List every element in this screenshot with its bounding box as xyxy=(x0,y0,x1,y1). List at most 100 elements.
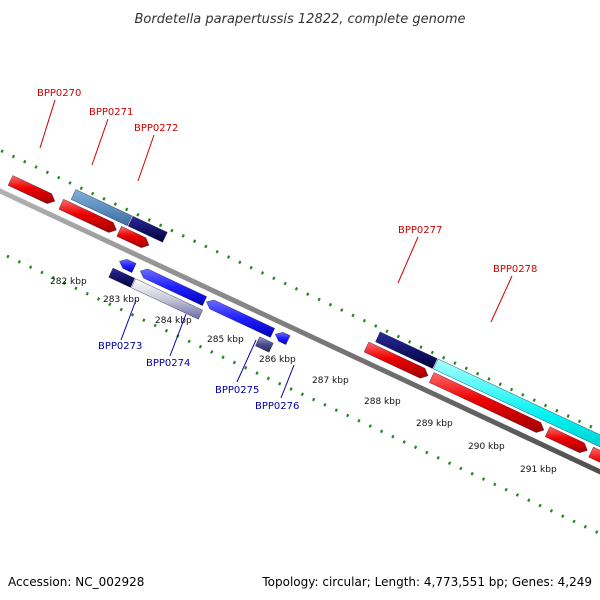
forward-tick-track-minor-tick xyxy=(34,165,38,169)
forward-tick-track-minor-tick xyxy=(453,361,457,365)
forward-tick-track-minor-tick xyxy=(272,276,276,281)
forward-gene-bpp0271 xyxy=(70,189,133,226)
forward-tick-track-minor-tick xyxy=(543,403,548,408)
reverse-tick-track-minor-tick xyxy=(561,514,565,518)
gene-callout-line xyxy=(490,275,513,323)
forward-tick-track-minor-tick xyxy=(385,329,389,334)
reverse-tick-track-minor-tick xyxy=(232,360,237,365)
forward-tick-track-minor-tick xyxy=(113,202,117,206)
reverse-gene-arrow xyxy=(119,259,137,273)
forward-tick-track-minor-tick xyxy=(374,324,378,328)
tick-label: 283 kbp xyxy=(103,295,140,305)
forward-gene-arrow xyxy=(429,372,545,433)
forward-tick-track-minor-tick xyxy=(498,382,502,387)
forward-tick-track-minor-tick xyxy=(408,340,412,344)
reverse-gene-bpp0276 xyxy=(255,336,274,353)
reverse-tick-track-minor-tick xyxy=(187,339,191,344)
reverse-tick-track-minor-tick xyxy=(119,307,123,312)
forward-tick-track-minor-tick xyxy=(317,297,321,302)
reverse-tick-track-minor-tick xyxy=(289,387,293,391)
reverse-tick-track-minor-tick xyxy=(436,456,440,460)
forward-tick-track-minor-tick xyxy=(23,159,27,164)
gene-label: BPP0277 xyxy=(398,225,442,236)
forward-tick-track-minor-tick xyxy=(204,244,208,249)
reverse-tick-track-minor-tick xyxy=(538,503,542,508)
tick-label: 282 kbp xyxy=(50,277,87,287)
forward-tick-track-minor-tick xyxy=(215,249,219,254)
gene-label: BPP0274 xyxy=(146,358,190,369)
forward-tick-track-minor-tick xyxy=(442,355,446,360)
reverse-tick-track-minor-tick xyxy=(153,323,157,328)
forward-tick-track-minor-tick xyxy=(419,345,423,349)
reverse-tick-track-minor-tick xyxy=(572,519,576,524)
forward-tick-track-minor-tick xyxy=(577,419,582,424)
forward-tick-track-minor-tick xyxy=(328,302,333,307)
reverse-gene-arrow xyxy=(275,331,291,345)
reverse-tick-track-minor-tick xyxy=(51,275,55,280)
forward-tick-track-minor-tick xyxy=(351,313,355,318)
forward-tick-track-minor-tick xyxy=(136,212,140,217)
reverse-gene-bpp0273 xyxy=(108,267,135,288)
reverse-tick-track-minor-tick xyxy=(266,376,270,381)
reverse-tick-track-minor-tick xyxy=(244,365,248,370)
reverse-tick-track-minor-tick xyxy=(198,344,203,349)
reverse-tick-track-minor-tick xyxy=(142,318,146,322)
forward-tick-track-minor-tick xyxy=(260,271,265,275)
forward-tick-track-minor-tick xyxy=(68,181,72,185)
forward-tick-track-minor-tick xyxy=(79,186,83,191)
reverse-tick-track-minor-tick xyxy=(108,302,112,307)
reverse-tick-track-minor-tick xyxy=(164,328,169,333)
reverse-tick-track-minor-tick xyxy=(85,291,89,296)
reverse-tick-track-minor-tick xyxy=(493,482,497,487)
forward-tick-track-minor-tick xyxy=(0,149,4,153)
reverse-tick-track-minor-tick xyxy=(62,281,67,285)
forward-tick-track-minor-tick xyxy=(170,228,174,233)
forward-tick-track-minor-tick xyxy=(396,334,400,339)
gene-label: BPP0275 xyxy=(215,385,259,396)
forward-tick-track-minor-tick xyxy=(464,366,468,371)
forward-tick-track-minor-tick xyxy=(11,154,16,159)
gene-label: BPP0272 xyxy=(134,123,178,134)
reverse-tick-track-minor-tick xyxy=(278,381,282,386)
forward-gene-bpp0277 xyxy=(375,331,438,369)
reverse-tick-track-minor-tick xyxy=(425,450,429,455)
reverse-tick-track-minor-tick xyxy=(130,313,135,317)
reverse-tick-track-minor-tick xyxy=(255,371,259,375)
forward-tick-track-minor-tick xyxy=(430,350,434,355)
genome-title: Bordetella parapertussis 12822, complete… xyxy=(135,12,466,27)
forward-gene-bpp0272 xyxy=(127,215,168,243)
gene-label: BPP0273 xyxy=(98,341,142,352)
reverse-tick-track-minor-tick xyxy=(40,270,44,275)
reverse-tick-track-minor-tick xyxy=(527,498,531,503)
forward-tick-track-minor-tick xyxy=(509,387,514,392)
reverse-tick-track-minor-tick xyxy=(549,509,554,513)
tick-label: 286 kbp xyxy=(259,355,296,365)
tick-label: 287 kbp xyxy=(312,376,349,386)
reverse-tick-track-minor-tick xyxy=(459,466,463,471)
forward-tick-track-minor-tick xyxy=(521,393,525,397)
tick-label: 289 kbp xyxy=(416,419,453,429)
gene-callout-line xyxy=(169,313,187,357)
forward-tick-track-minor-tick xyxy=(475,371,480,376)
reverse-tick-track-minor-tick xyxy=(96,297,101,301)
gene-callout-line xyxy=(137,134,155,182)
forward-tick-track-minor-tick xyxy=(487,377,491,381)
reverse-tick-track-minor-tick xyxy=(300,392,304,397)
forward-tick-track-minor-tick xyxy=(226,255,231,259)
forward-tick-track-minor-tick xyxy=(294,287,299,291)
forward-gene-arrow xyxy=(58,198,117,233)
accession-text: Accession: NC_002928 xyxy=(8,575,144,589)
tick-label: 288 kbp xyxy=(364,397,401,407)
forward-tick-track-minor-tick xyxy=(181,234,185,238)
reverse-tick-track-minor-tick xyxy=(6,254,10,259)
forward-tick-track-minor-tick xyxy=(306,292,310,296)
gene-label: BPP0271 xyxy=(89,107,133,118)
forward-gene-bpp0278 xyxy=(433,358,600,448)
reverse-gene-arrow xyxy=(140,268,207,306)
tick-label: 285 kbp xyxy=(207,335,244,345)
genome-map-layer: 282 kbp 283 kbp 284 kbp 285 kbp 286 kbp 287 k… xyxy=(0,88,600,534)
forward-gene-arrow xyxy=(116,226,150,248)
reverse-tick-track-minor-tick xyxy=(413,445,418,450)
forward-tick-track-minor-tick xyxy=(192,239,197,243)
